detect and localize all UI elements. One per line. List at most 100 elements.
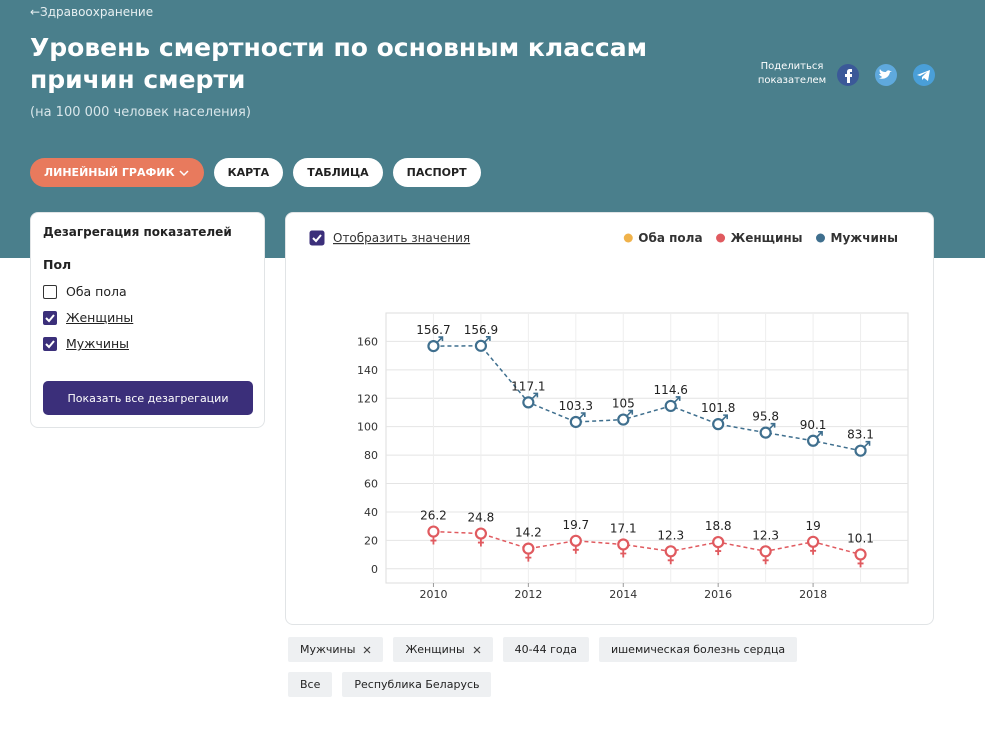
gender-glyph <box>430 536 437 545</box>
x-tick-label: 2018 <box>799 588 827 601</box>
chevron <box>179 169 189 176</box>
gender-glyph <box>525 553 532 562</box>
marker <box>474 339 488 352</box>
legend-label: Оба пола <box>638 231 702 245</box>
check <box>45 339 55 348</box>
tab[interactable]: ЛИНЕЙНЫЙ ГРАФИК <box>30 158 204 187</box>
data-label: 19.7 <box>562 518 589 532</box>
y-tick-label: 40 <box>364 506 378 519</box>
checkbox[interactable] <box>43 310 57 325</box>
gender-glyph <box>626 409 634 417</box>
x-tick-label: 2010 <box>419 588 447 601</box>
series-line <box>433 345 861 452</box>
data-label: 10.1 <box>847 531 874 545</box>
check <box>312 234 322 243</box>
facebook-glyph <box>845 69 852 83</box>
tab-label: ЛИНЕЙНЫЙ ГРАФИК <box>44 166 175 179</box>
marker <box>427 340 440 353</box>
gender-glyph <box>477 538 484 547</box>
show-values-label[interactable]: Отобразить значения <box>333 231 470 245</box>
twitter-glyph <box>879 69 892 79</box>
option-label: Женщины <box>66 310 134 325</box>
chart-card: Отобразить значения Мужчины Женщины Оба пол… <box>285 212 934 625</box>
chart: Отобразить значения Мужчины Женщины Оба пол… <box>309 230 909 601</box>
legend-dot <box>816 233 825 243</box>
data-label: 12.3 <box>657 528 684 542</box>
marker <box>712 418 725 431</box>
data-label: 12.3 <box>752 528 779 542</box>
checkbox[interactable] <box>43 336 57 351</box>
gender-glyph <box>762 556 769 565</box>
filter-label: ишемическая болезнь сердца <box>610 643 786 656</box>
show-all-button[interactable]: Показать все дезагрегации <box>43 381 253 415</box>
remove-icon[interactable] <box>363 646 371 654</box>
gender-glyph <box>810 546 817 555</box>
breadcrumb[interactable]: ←Здравоохранение <box>30 5 154 19</box>
filter-chip[interactable]: Мужчины <box>288 637 384 662</box>
filter-chip[interactable]: Женщины <box>393 637 493 662</box>
checkbox[interactable] <box>43 284 57 299</box>
gender-glyph <box>572 545 579 554</box>
tab[interactable]: ТАБЛИЦА <box>293 158 383 187</box>
filter-chip[interactable]: Все <box>288 672 333 697</box>
marker <box>759 545 772 558</box>
marker <box>522 396 535 409</box>
x-tick-label: 2012 <box>514 588 542 601</box>
marker <box>806 535 820 548</box>
subtitle: (на 100 000 человек населения) <box>30 105 251 120</box>
filter-chip[interactable]: 40-44 года <box>502 637 589 662</box>
tab-label: КАРТА <box>227 166 270 179</box>
marker <box>712 535 725 549</box>
marker <box>569 534 582 547</box>
y-tick-label: 140 <box>357 364 378 377</box>
option-label: Мужчины <box>66 336 129 351</box>
gender-glyph <box>857 559 864 568</box>
marker <box>854 444 867 457</box>
marker <box>664 399 677 413</box>
plot-area <box>385 312 909 584</box>
x-tick-label: 2014 <box>609 588 637 601</box>
check <box>45 313 55 322</box>
series-line <box>433 530 861 556</box>
filters: Мужчины Женщины 40-44 года ишемическая боле… <box>288 637 848 697</box>
gender-glyph <box>620 549 627 558</box>
filter-chip[interactable]: Республика Беларусь <box>342 672 492 697</box>
sidebar: Дезагрегация показателей Пол Оба пола Жен… <box>30 212 265 428</box>
option[interactable]: Оба пола <box>43 284 252 299</box>
data-label: 19 <box>805 519 820 533</box>
data-label: 95.8 <box>752 410 779 424</box>
legend-dot <box>623 233 633 243</box>
y-tick-label: 60 <box>364 478 378 491</box>
filter-label: Республика Беларусь <box>354 678 480 691</box>
option[interactable]: Женщины <box>43 310 252 325</box>
option-label: Оба пола <box>66 284 127 299</box>
y-tick-label: 0 <box>371 563 378 576</box>
data-label: 14.2 <box>515 526 542 540</box>
data-label: 83.1 <box>847 428 874 442</box>
group-title: Пол <box>43 257 72 272</box>
filter-chip[interactable]: ишемическая болезнь сердца <box>598 637 798 662</box>
data-label: 18.8 <box>705 519 732 533</box>
sidebar-title: Дезагрегация показателей <box>43 225 232 239</box>
legend-label: Мужчины <box>831 231 899 245</box>
checkbox[interactable] <box>309 230 325 246</box>
y-tick-label: 20 <box>364 534 378 547</box>
share-label: Поделиться показателем <box>757 61 827 86</box>
marker <box>759 426 772 439</box>
tab[interactable]: ПАСПОРТ <box>392 158 481 187</box>
gender-glyph <box>667 556 674 565</box>
remove-icon[interactable] <box>473 646 481 654</box>
filter-label: Женщины <box>405 643 465 656</box>
gender-glyph <box>674 396 681 403</box>
tab[interactable]: КАРТА <box>213 158 284 187</box>
data-label: 24.8 <box>468 511 495 525</box>
data-label: 105 <box>612 397 635 411</box>
data-label: 90.1 <box>800 418 827 432</box>
marker <box>569 415 582 429</box>
options: Оба пола Женщины Мужчины <box>43 284 252 351</box>
data-label: 117.1 <box>511 379 545 393</box>
option[interactable]: Мужчины <box>43 336 252 351</box>
gender-glyph <box>715 547 722 556</box>
gender-glyph <box>769 422 776 430</box>
